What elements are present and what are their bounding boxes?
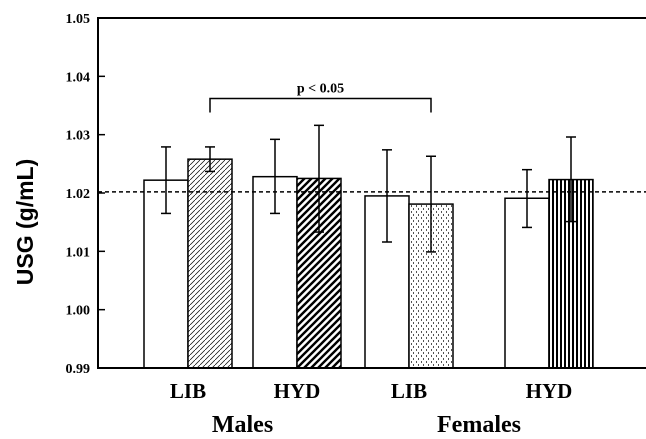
bars-layer: [143, 158, 594, 369]
category-label: LIB: [170, 379, 206, 403]
y-tick-label: 1.00: [66, 304, 91, 319]
group-label: Males: [212, 412, 273, 438]
group-labels: Males Females: [212, 412, 521, 438]
significance-label: p < 0.05: [297, 82, 344, 97]
y-tick-label: 1.02: [66, 187, 91, 202]
category-labels: LIB HYD LIB HYD: [170, 379, 572, 403]
category-label: LIB: [391, 379, 427, 403]
significance-bracket-line: [209, 97, 432, 113]
group-label: Females: [437, 412, 521, 438]
bar: [548, 178, 594, 369]
y-tick-label: 1.03: [66, 129, 91, 144]
error-bars-layer: [161, 124, 576, 253]
y-tick-label: 1.05: [66, 12, 91, 27]
y-tick-label: 1.01: [66, 245, 91, 260]
significance-bracket: p < 0.05: [209, 82, 432, 113]
y-tick-label: 0.99: [66, 362, 91, 377]
category-label: HYD: [526, 379, 573, 403]
y-axis-title: USG (g/mL): [12, 159, 38, 286]
bar: [187, 158, 233, 369]
y-tick-label: 1.04: [66, 70, 91, 85]
y-axis-ticks: 0.99 1.00 1.01 1.02 1.03 1.04 1.05: [66, 12, 105, 377]
category-label: HYD: [274, 379, 321, 403]
